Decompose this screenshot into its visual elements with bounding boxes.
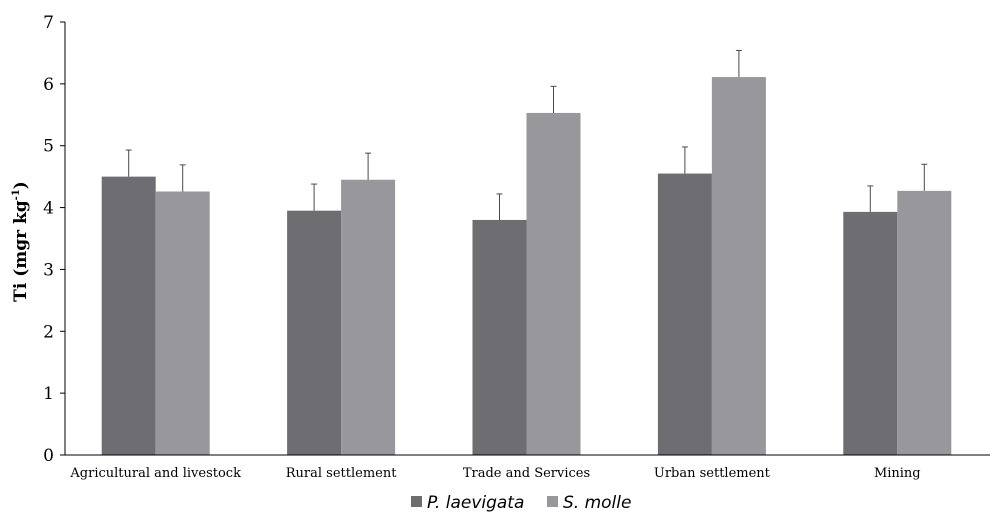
y-tick-label-1: 1 — [43, 384, 54, 404]
bar-p-laevigata-3 — [472, 219, 527, 455]
y-tick-label-0: 0 — [43, 446, 54, 466]
legend-label-s-molle: S. molle — [563, 493, 631, 513]
y-tick-label-2: 2 — [43, 322, 54, 342]
bar-s-molle-5 — [897, 190, 952, 455]
x-tick-labels: Agricultural and livestock Rural settleme… — [69, 466, 920, 481]
bar-s-molle-4 — [711, 77, 766, 455]
y-axis-label-superscript: -1 — [11, 189, 22, 200]
y-axis-label-text: Ti (mgr kg — [11, 200, 31, 302]
x-tick-label-3: Trade and Services — [463, 466, 590, 481]
legend-swatch-p-laevigata — [411, 496, 422, 507]
y-tick-label-4: 4 — [43, 199, 54, 219]
y-axis-label: Ti (mgr kg-1) — [11, 181, 31, 302]
bar-p-laevigata-5 — [843, 211, 898, 455]
y-ticks: 0 1 2 3 4 5 6 7 — [43, 13, 65, 466]
x-tick-label-5: Mining — [874, 466, 921, 481]
y-tick-label-6: 6 — [43, 75, 54, 95]
bar-s-molle-3 — [526, 112, 581, 456]
y-tick-label-3: 3 — [43, 260, 54, 280]
legend-label-p-laevigata: P. laevigata — [427, 493, 524, 513]
bars-layer — [101, 77, 952, 456]
x-tick-label-4: Urban settlement — [654, 466, 771, 481]
error-bars-layer — [125, 49, 928, 220]
y-axis-label-close: ) — [11, 181, 31, 189]
bar-p-laevigata-4 — [657, 173, 712, 456]
y-tick-label-5: 5 — [43, 137, 54, 157]
bar-p-laevigata-2 — [287, 210, 342, 455]
x-tick-label-1: Agricultural and livestock — [69, 466, 241, 481]
y-tick-label-7: 7 — [43, 13, 54, 33]
bar-s-molle-1 — [155, 191, 210, 455]
legend: P. laevigata S. molle — [411, 493, 631, 513]
legend-swatch-s-molle — [547, 496, 558, 507]
bar-p-laevigata-1 — [101, 176, 156, 455]
bar-s-molle-2 — [341, 179, 396, 455]
x-tick-label-2: Rural settlement — [286, 466, 397, 481]
